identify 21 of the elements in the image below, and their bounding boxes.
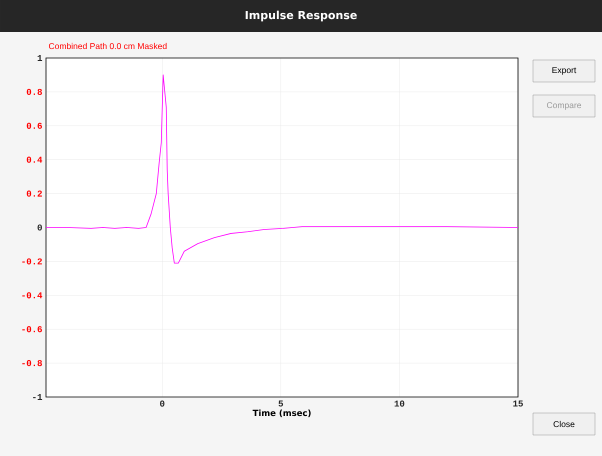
- y-tick-label: -0.8: [22, 360, 42, 366]
- text: Compare: [546, 102, 582, 110]
- y-tick-label: 0.6: [26, 122, 42, 129]
- y-tick-label: 0.8: [26, 88, 42, 95]
- x-tick-label: 10: [394, 400, 404, 407]
- x-tick-label: 0: [160, 400, 164, 407]
- y-tick-label: -0.4: [22, 292, 42, 298]
- text: Export: [552, 67, 576, 75]
- text: Close: [554, 420, 574, 428]
- x-axis-title: Time (msec): [252, 410, 311, 418]
- chart-title: Impulse Response: [246, 10, 357, 22]
- y-tick-label: 1: [38, 55, 42, 61]
- y-tick-label: -1: [33, 394, 42, 400]
- x-tick-label: 5: [278, 400, 284, 407]
- chart-subtitle: Combined Path 0.0 cm Masked: [48, 42, 167, 50]
- y-tick-label: 0.2: [26, 190, 42, 197]
- x-tick-label: 15: [513, 400, 523, 407]
- y-tick-label: 0.4: [26, 156, 42, 163]
- y-tick-label: 0: [38, 224, 42, 231]
- y-tick-label: -0.6: [22, 326, 42, 332]
- y-tick-label: -0.2: [22, 258, 42, 264]
